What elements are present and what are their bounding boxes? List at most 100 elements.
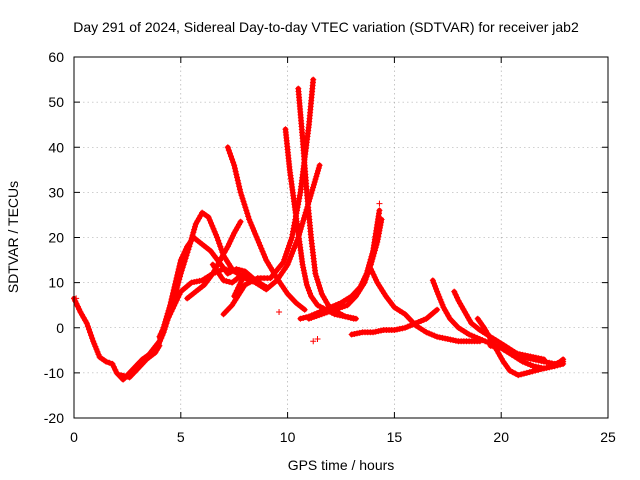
data-point <box>329 307 336 314</box>
data-point <box>522 354 529 361</box>
data-point <box>375 328 382 335</box>
data-point <box>316 312 323 319</box>
series-arc-3 <box>135 234 270 367</box>
data-point <box>73 300 80 307</box>
series-trace <box>71 295 162 383</box>
data-point <box>431 332 438 339</box>
data-point <box>246 216 253 223</box>
data-point <box>301 306 308 313</box>
data-point <box>209 270 216 277</box>
data-point <box>172 278 179 285</box>
data-point <box>196 277 203 284</box>
data-point <box>292 242 299 249</box>
data-point <box>560 360 567 367</box>
data-point <box>169 305 176 312</box>
data-point <box>83 320 90 327</box>
series-arc-13 <box>305 216 385 322</box>
data-point <box>288 250 295 257</box>
data-point <box>530 356 537 363</box>
data-point <box>313 273 320 280</box>
data-point <box>227 153 234 160</box>
data-point <box>296 195 303 202</box>
data-point <box>173 297 180 304</box>
data-point <box>323 309 330 316</box>
data-point <box>310 181 317 188</box>
data-point <box>169 290 176 297</box>
data-point <box>439 301 446 308</box>
data-point <box>216 257 223 264</box>
data-point <box>226 240 233 247</box>
series-arc-14 <box>367 266 483 345</box>
data-point <box>471 333 478 340</box>
data-point <box>364 270 371 277</box>
data-point <box>474 334 481 341</box>
data-point <box>426 330 433 337</box>
series-arc-1 <box>71 295 163 383</box>
y-tick-label: -10 <box>44 365 64 381</box>
data-point <box>220 266 227 273</box>
data-point <box>228 235 235 242</box>
data-point <box>249 277 256 284</box>
data-point <box>157 330 164 337</box>
data-point <box>283 251 290 258</box>
data-point <box>369 255 376 262</box>
data-point <box>109 360 116 367</box>
series-arc-16 <box>429 277 547 363</box>
data-point <box>310 338 317 345</box>
data-point <box>529 368 536 375</box>
data-point <box>287 253 294 260</box>
data-point <box>404 323 411 330</box>
data-point <box>313 313 320 320</box>
data-point <box>226 278 233 285</box>
data-point <box>286 256 293 263</box>
data-point <box>310 184 317 191</box>
data-point <box>103 358 110 365</box>
data-point <box>376 227 383 234</box>
data-point <box>229 232 236 239</box>
data-point <box>376 207 383 214</box>
data-point <box>191 223 198 230</box>
data-point <box>535 357 542 364</box>
data-point <box>312 176 319 183</box>
data-point <box>297 315 304 322</box>
data-point <box>280 259 287 266</box>
data-point <box>345 314 352 321</box>
data-point <box>242 204 249 211</box>
data-point <box>518 371 525 378</box>
data-point <box>447 336 454 343</box>
data-point <box>313 173 320 180</box>
data-point <box>176 263 183 270</box>
data-point <box>236 186 243 193</box>
data-point <box>375 233 382 240</box>
chart-title: Day 291 of 2024, Sidereal Day-to-day VTE… <box>73 19 579 35</box>
data-point <box>233 171 240 178</box>
data-point <box>523 369 530 376</box>
data-point <box>354 330 361 337</box>
data-point <box>117 372 124 379</box>
data-point <box>530 363 537 370</box>
data-point <box>538 364 545 371</box>
data-point <box>276 308 283 315</box>
plot-frame <box>73 56 609 419</box>
data-point <box>244 210 251 217</box>
data-point <box>182 246 189 253</box>
data-point <box>285 258 292 265</box>
data-point <box>543 359 550 366</box>
data-point <box>317 288 324 295</box>
data-point <box>429 277 436 284</box>
data-point <box>450 337 457 344</box>
data-point <box>74 303 81 310</box>
data-point <box>226 150 233 157</box>
data-point <box>431 283 438 290</box>
data-point <box>540 365 547 372</box>
data-point <box>452 291 459 298</box>
data-point <box>540 358 547 365</box>
data-point <box>433 285 440 292</box>
data-point <box>374 239 381 246</box>
data-point <box>301 270 308 277</box>
data-point <box>289 231 296 238</box>
data-point <box>249 225 256 232</box>
data-point <box>244 280 251 287</box>
data-point <box>161 322 168 329</box>
data-point <box>175 294 182 301</box>
